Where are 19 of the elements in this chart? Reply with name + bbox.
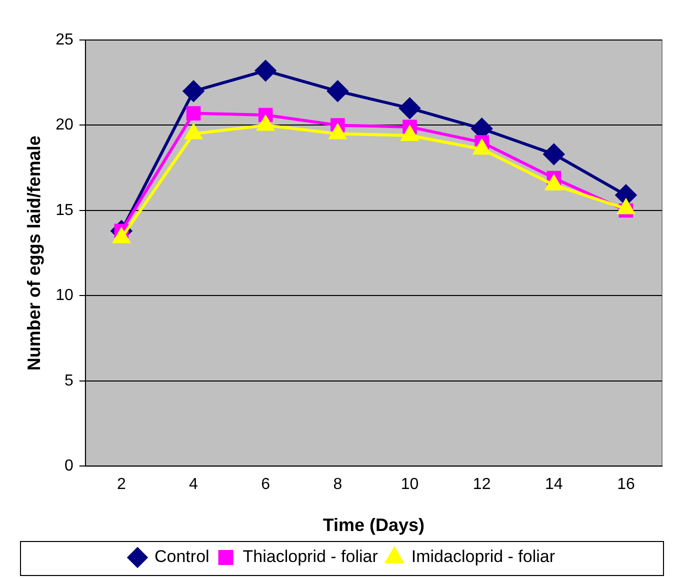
- legend-label: Control: [154, 547, 210, 566]
- y-axis-title: Number of eggs laid/female: [24, 136, 44, 371]
- y-tick-label: 15: [56, 202, 74, 219]
- x-tick-label: 6: [261, 476, 270, 494]
- x-tick-label: 16: [617, 476, 635, 494]
- legend-label: Thiacloprid - foliar: [242, 547, 378, 566]
- y-tick-label: 20: [56, 116, 74, 134]
- y-tick-label: 0: [64, 458, 74, 475]
- legend-label: Imidacloprid - foliar: [411, 547, 556, 566]
- y-tick-label: 5: [64, 372, 74, 390]
- y-tick-label: 10: [56, 287, 74, 304]
- x-tick-label: 2: [116, 476, 126, 494]
- x-tick-label: 10: [400, 476, 419, 494]
- x-tick-label: 4: [189, 476, 198, 494]
- x-tick-label: 8: [333, 476, 342, 494]
- x-tick-label: 12: [472, 476, 491, 494]
- x-axis-title: Time (Days): [322, 515, 425, 536]
- y-tick-label: 25: [56, 31, 74, 48]
- x-tick-label: 14: [544, 476, 563, 494]
